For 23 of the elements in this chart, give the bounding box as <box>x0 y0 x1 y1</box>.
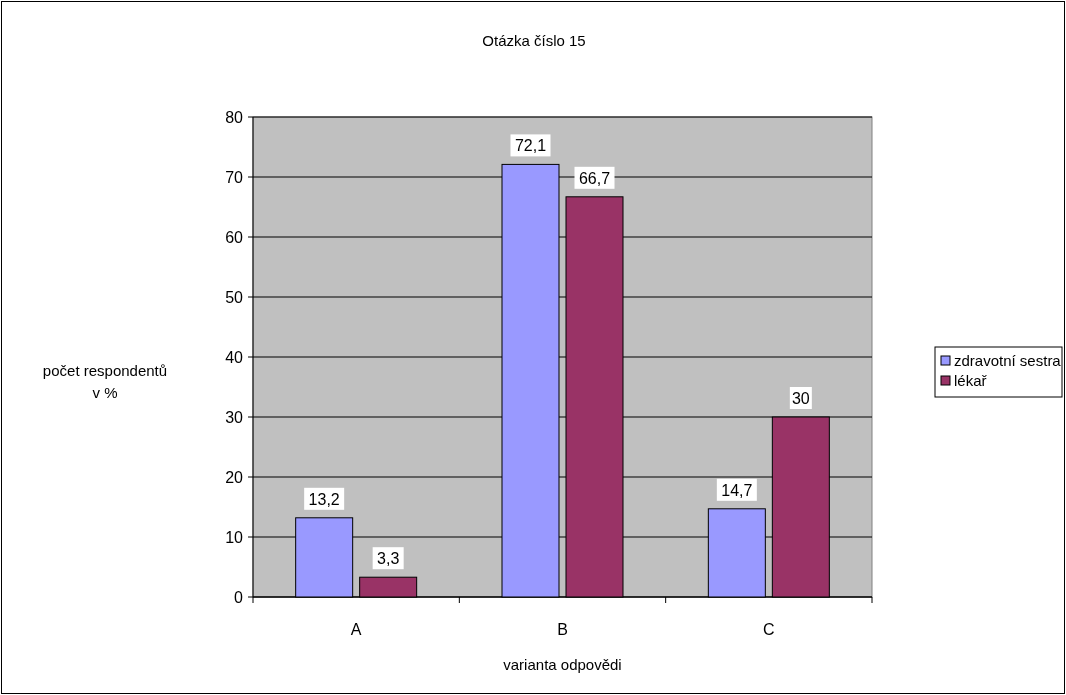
text: 3,3 <box>377 550 400 568</box>
text: 14,7 <box>721 481 753 499</box>
x-tick-label: C <box>763 621 775 638</box>
y-tick-label: 70 <box>225 169 244 186</box>
text: 66,7 <box>578 169 611 187</box>
legend-label: zdravotní sestra <box>954 352 1062 369</box>
y-tick-label: 10 <box>225 529 244 546</box>
text: 13,2 <box>308 490 340 508</box>
y-tick-label: 40 <box>225 349 244 366</box>
y-tick-label: 30 <box>225 409 244 426</box>
y-tick-label: 60 <box>225 229 244 246</box>
y-tick-label: 50 <box>225 289 244 306</box>
x-tick-label: B <box>557 621 568 638</box>
y-tick-label: 80 <box>225 109 244 126</box>
legend-label: lékař <box>954 372 988 389</box>
text: 30 <box>791 390 810 407</box>
x-tick-label: A <box>350 621 362 638</box>
y-tick-label: 0 <box>234 589 244 606</box>
y-tick-label: 20 <box>225 469 244 486</box>
chart-title: Otázka číslo 15 <box>482 32 586 49</box>
text: 72,1 <box>514 137 547 155</box>
y-axis-title: počet respondentů v % <box>42 362 168 401</box>
x-axis-title: varianta odpovědi <box>503 656 622 673</box>
